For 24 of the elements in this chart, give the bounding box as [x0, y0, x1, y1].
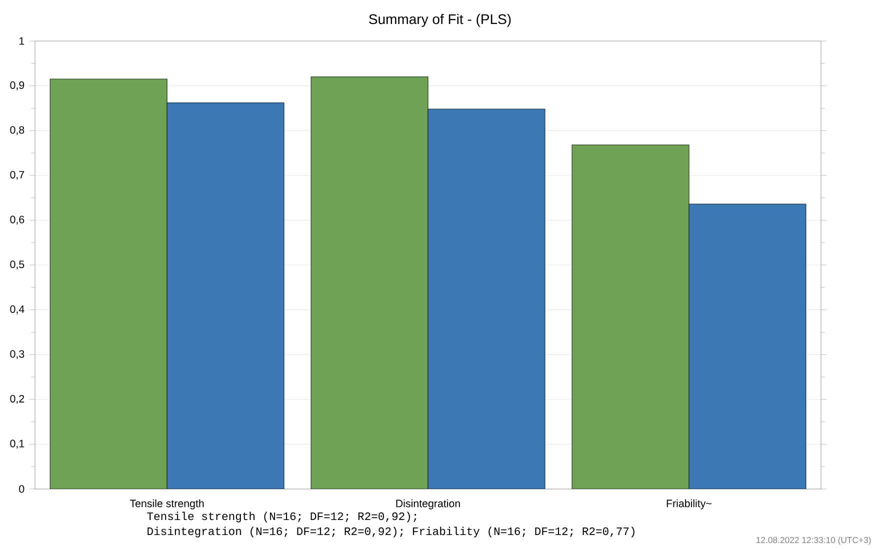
bar	[688, 204, 806, 489]
text: Tensile strength (N=16; DF=12; R2=0,92);	[147, 512, 416, 522]
y-tick-label: 0,1	[10, 440, 24, 448]
bar	[572, 144, 690, 489]
bar	[310, 76, 428, 489]
x-tick-label: Friability~	[666, 499, 712, 510]
y-tick-label: 0,7	[10, 170, 24, 180]
text: Disintegration (N=16; DF=12; R2=0,92); Friability (N=16; DF=12; R2=0,77)	[148, 526, 634, 538]
x-tick-label: Disintegration	[396, 499, 460, 510]
y-tick-label: 0,5	[10, 260, 24, 270]
y-tick-label: 0,2	[10, 394, 24, 404]
y-tick-label: 0	[19, 485, 24, 493]
y-tick-label: 0,6	[10, 216, 24, 224]
x-tick-label: Tensile strength	[130, 499, 204, 510]
text: 12.08.2022 12:33:10 (UTC+3)	[756, 536, 871, 545]
y-tick-label: 0,8	[10, 126, 24, 135]
y-tick-label: 0,4	[10, 305, 24, 314]
y-tick-label: 0,3	[10, 350, 24, 359]
bar	[428, 108, 546, 489]
y-tick-label: 0,9	[10, 81, 24, 90]
y-tick-label: 1	[19, 37, 24, 45]
bar	[166, 102, 284, 489]
chart-title: Summary of Fit - (PLS)	[369, 14, 511, 27]
bar	[50, 78, 168, 489]
